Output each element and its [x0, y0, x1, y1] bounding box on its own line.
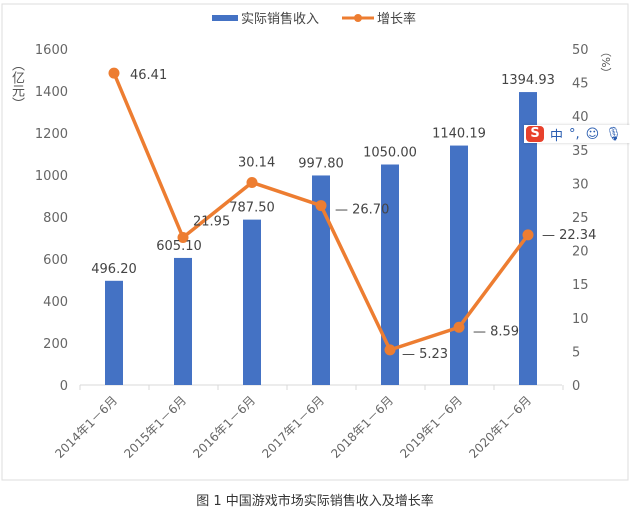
bar-data-label: 1050.00	[363, 146, 417, 161]
line-data-label: — 8.59	[473, 324, 519, 339]
growth-point	[108, 67, 120, 79]
line-data-label: 21.95	[193, 214, 230, 229]
bar-data-label: 496.20	[91, 262, 137, 277]
y-right-tick-label: 30	[572, 177, 589, 192]
y-left-tick-label: 1600	[35, 43, 68, 58]
bar	[105, 280, 123, 385]
line-data-label: 30.14	[238, 155, 275, 170]
legend-line-marker	[354, 14, 362, 22]
y-right-tick-label: 50	[572, 43, 589, 58]
y-left-tick-label: 1000	[35, 169, 68, 184]
y-axis-left-title: （亿元）	[9, 58, 24, 110]
bar	[450, 145, 468, 385]
bar-data-label: 1394.93	[501, 73, 555, 88]
smiley-icon[interactable]: ☺	[585, 126, 600, 142]
bar	[243, 219, 261, 385]
y-left-tick-label: 1400	[35, 85, 68, 100]
growth-point	[384, 344, 396, 356]
ime-punctuation-toggle[interactable]: °,	[569, 126, 580, 142]
y-left-tick-label: 0	[60, 379, 68, 394]
bar-data-label: 605.10	[156, 239, 202, 254]
y-left-tick-label: 600	[43, 253, 68, 268]
bar	[174, 257, 192, 385]
line-data-label: 46.41	[130, 68, 167, 83]
legend-bar-swatch	[212, 15, 238, 21]
ime-logo-icon[interactable]: S	[526, 126, 544, 142]
y-right-tick-label: 35	[572, 144, 589, 159]
bar-data-label: 997.80	[298, 156, 344, 171]
bar-data-label: 787.50	[229, 201, 275, 216]
y-right-tick-label: 5	[572, 345, 580, 360]
growth-point	[177, 231, 189, 243]
y-right-tick-label: 25	[572, 211, 589, 226]
ime-mode-toggle[interactable]: 中	[550, 128, 564, 144]
legend-bar-label: 实际销售收入	[241, 11, 319, 27]
growth-point	[246, 176, 258, 188]
y-right-tick-label: 20	[572, 245, 589, 260]
bar	[381, 164, 399, 385]
line-data-label: — 5.23	[402, 347, 448, 362]
y-right-tick-label: 0	[572, 379, 580, 394]
bar	[312, 175, 330, 385]
ime-toolbar[interactable]: S 中 °, ☺ 🎙	[524, 125, 630, 144]
y-right-tick-label: 10	[572, 312, 589, 327]
growth-point	[453, 321, 465, 333]
y-left-tick-label: 1200	[35, 127, 68, 142]
line-data-label: — 22.34	[542, 228, 596, 243]
y-right-tick-label: 15	[572, 278, 589, 293]
legend: 实际销售收入 增长率	[212, 11, 416, 27]
y-left-tick-label: 800	[43, 211, 68, 226]
microphone-icon[interactable]: 🎙	[605, 126, 622, 142]
growth-point	[315, 200, 327, 212]
y-left-tick-label: 200	[43, 337, 68, 352]
line-data-label: — 26.70	[335, 203, 389, 218]
y-left-tick-label: 400	[43, 295, 68, 310]
bar-data-label: 1140.19	[432, 127, 486, 142]
growth-point	[522, 229, 534, 241]
y-axis-right-title: （%）	[599, 46, 612, 79]
legend-line-label: 增长率	[377, 11, 416, 27]
figure-caption: 图 1 中国游戏市场实际销售收入及增长率	[196, 494, 434, 509]
y-right-tick-label: 45	[572, 77, 589, 92]
y-right-tick-label: 40	[572, 110, 589, 125]
